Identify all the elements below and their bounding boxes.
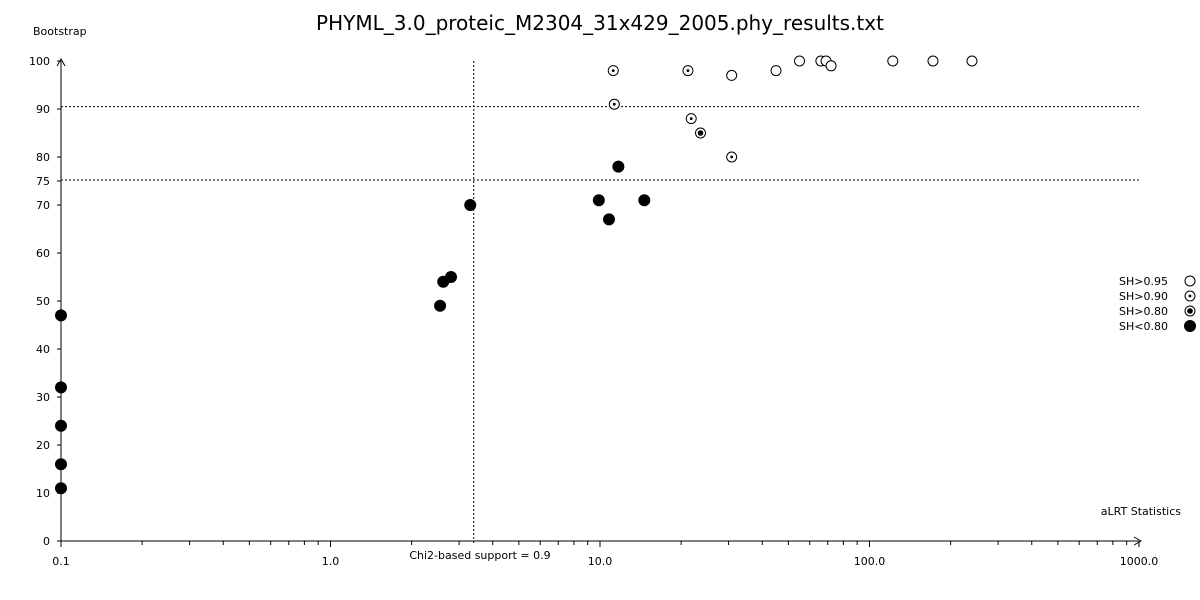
y-tick-label: 100 (29, 55, 50, 68)
y-axis-arrow (56, 57, 66, 67)
data-point (607, 65, 619, 77)
legend-marker (1184, 290, 1196, 302)
data-point (887, 55, 899, 67)
legend-label: SH>0.90 (1119, 290, 1168, 303)
x-axis-label: aLRT Statistics (1101, 505, 1181, 518)
data-point (464, 199, 477, 211)
data-point (612, 160, 625, 173)
x-tick-label: 1.0 (322, 555, 340, 568)
data-point (694, 127, 706, 139)
y-tick-label: 40 (36, 343, 50, 356)
data-point (685, 113, 697, 125)
data-points (55, 55, 978, 495)
legend-label: SH>0.95 (1119, 275, 1168, 288)
data-point (794, 55, 806, 67)
legend-marker (1184, 305, 1196, 317)
y-tick-label: 90 (36, 103, 50, 116)
data-point (638, 194, 651, 207)
data-point (966, 55, 978, 67)
data-point (55, 381, 67, 394)
y-tick-label: 70 (36, 199, 50, 212)
y-tick-label: 75 (36, 175, 50, 188)
x-tick-label: 100.0 (854, 555, 886, 568)
y-tick-label: 30 (36, 391, 50, 404)
data-point (682, 65, 694, 77)
reference-lines (61, 61, 1141, 545)
data-point (434, 299, 447, 312)
data-point (927, 55, 939, 67)
chart-title: PHYML_3.0_proteic_M2304_31x429_2005.phy_… (316, 11, 884, 35)
y-tick-label: 20 (36, 439, 50, 452)
legend-marker (1184, 275, 1196, 287)
x-axis-arrow (1133, 536, 1143, 546)
legend: SH>0.95 SH>0.90 SH>0.80 SH<0.80 (1119, 275, 1196, 333)
y-ticks: 0 10 20 30 40 50 60 70 75 80 90 100 (29, 55, 61, 548)
data-point (55, 309, 67, 322)
y-tick-label: 60 (36, 247, 50, 260)
data-point (592, 194, 605, 207)
data-point (445, 271, 458, 283)
data-point (726, 69, 738, 81)
data-point (825, 60, 837, 72)
legend-marker (1184, 320, 1196, 332)
data-point (726, 151, 738, 163)
data-point (55, 482, 67, 495)
y-tick-label: 50 (36, 295, 50, 308)
x-tick-label: 1000.0 (1120, 555, 1159, 568)
y-tick-label: 0 (43, 535, 50, 548)
legend-label: SH<0.80 (1119, 320, 1168, 333)
vertical-reference-label: Chi2-based support = 0.9 (409, 549, 550, 562)
y-tick-label: 80 (36, 151, 50, 164)
data-point (770, 65, 782, 77)
x-tick-label: 10.0 (588, 555, 613, 568)
data-point (603, 213, 616, 226)
x-tick-label: 0.1 (52, 555, 70, 568)
data-point (55, 419, 67, 432)
y-axis-label: Bootstrap (33, 25, 87, 38)
legend-label: SH>0.80 (1119, 305, 1168, 318)
y-tick-label: 10 (36, 487, 50, 500)
data-point (55, 458, 67, 471)
x-ticks: 0.1 1.0 10.0 100.0 1000.0 (52, 541, 1158, 568)
data-point (608, 98, 620, 110)
